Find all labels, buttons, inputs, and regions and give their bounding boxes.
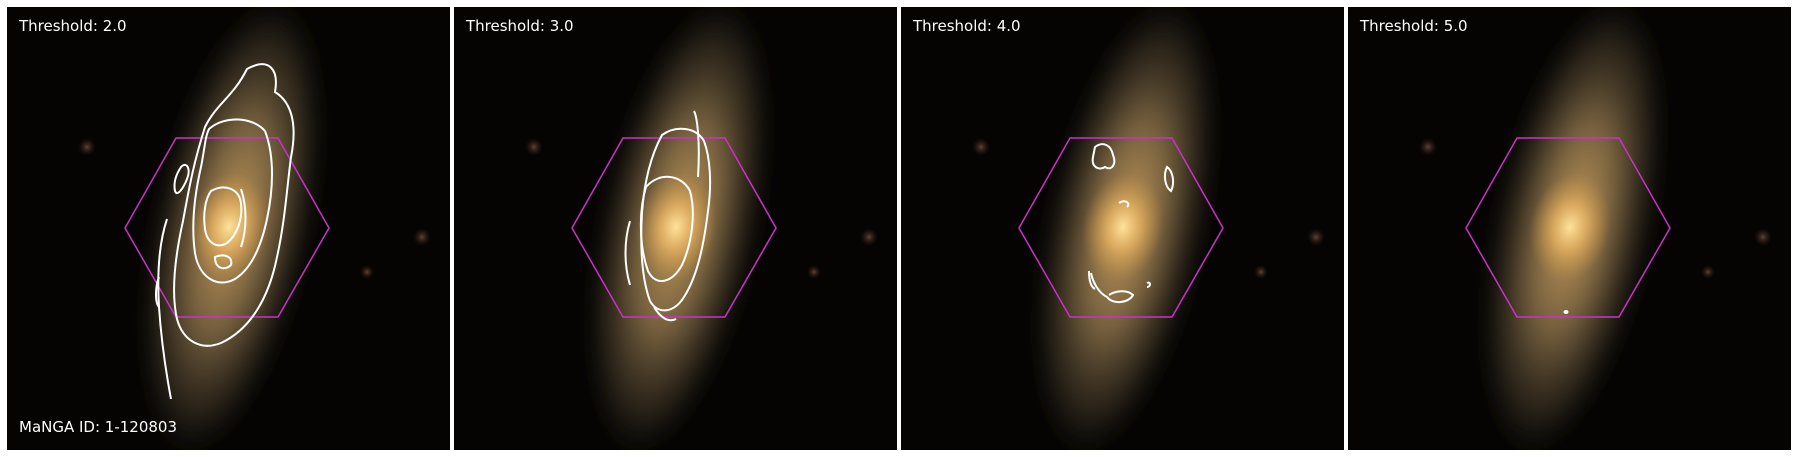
panel-threshold-2: Threshold: 2.0 MaNGA ID: 1-120803 xyxy=(7,7,450,450)
ifu-hexagon xyxy=(1465,137,1671,318)
galaxy-image xyxy=(454,7,897,450)
contour-lines xyxy=(1563,310,1569,314)
galaxy-image xyxy=(1348,7,1791,450)
threshold-label: Threshold: 2.0 xyxy=(19,17,127,35)
contour-lines xyxy=(155,63,295,400)
ifu-hexagon xyxy=(124,137,330,318)
ifu-hexagon xyxy=(571,137,777,318)
panel-threshold-5: Threshold: 5.0 xyxy=(1348,7,1791,450)
ifu-hexagon xyxy=(1018,137,1224,318)
contour-lines xyxy=(624,110,712,322)
contour-lines xyxy=(1088,143,1175,303)
manga-id-label: MaNGA ID: 1-120803 xyxy=(19,418,178,436)
panel-threshold-4: Threshold: 4.0 xyxy=(901,7,1344,450)
galaxy-image xyxy=(7,7,450,450)
threshold-label: Threshold: 4.0 xyxy=(913,17,1021,35)
galaxy-image xyxy=(901,7,1344,450)
threshold-label: Threshold: 5.0 xyxy=(1360,17,1468,35)
panel-threshold-3: Threshold: 3.0 xyxy=(454,7,897,450)
threshold-label: Threshold: 3.0 xyxy=(466,17,574,35)
